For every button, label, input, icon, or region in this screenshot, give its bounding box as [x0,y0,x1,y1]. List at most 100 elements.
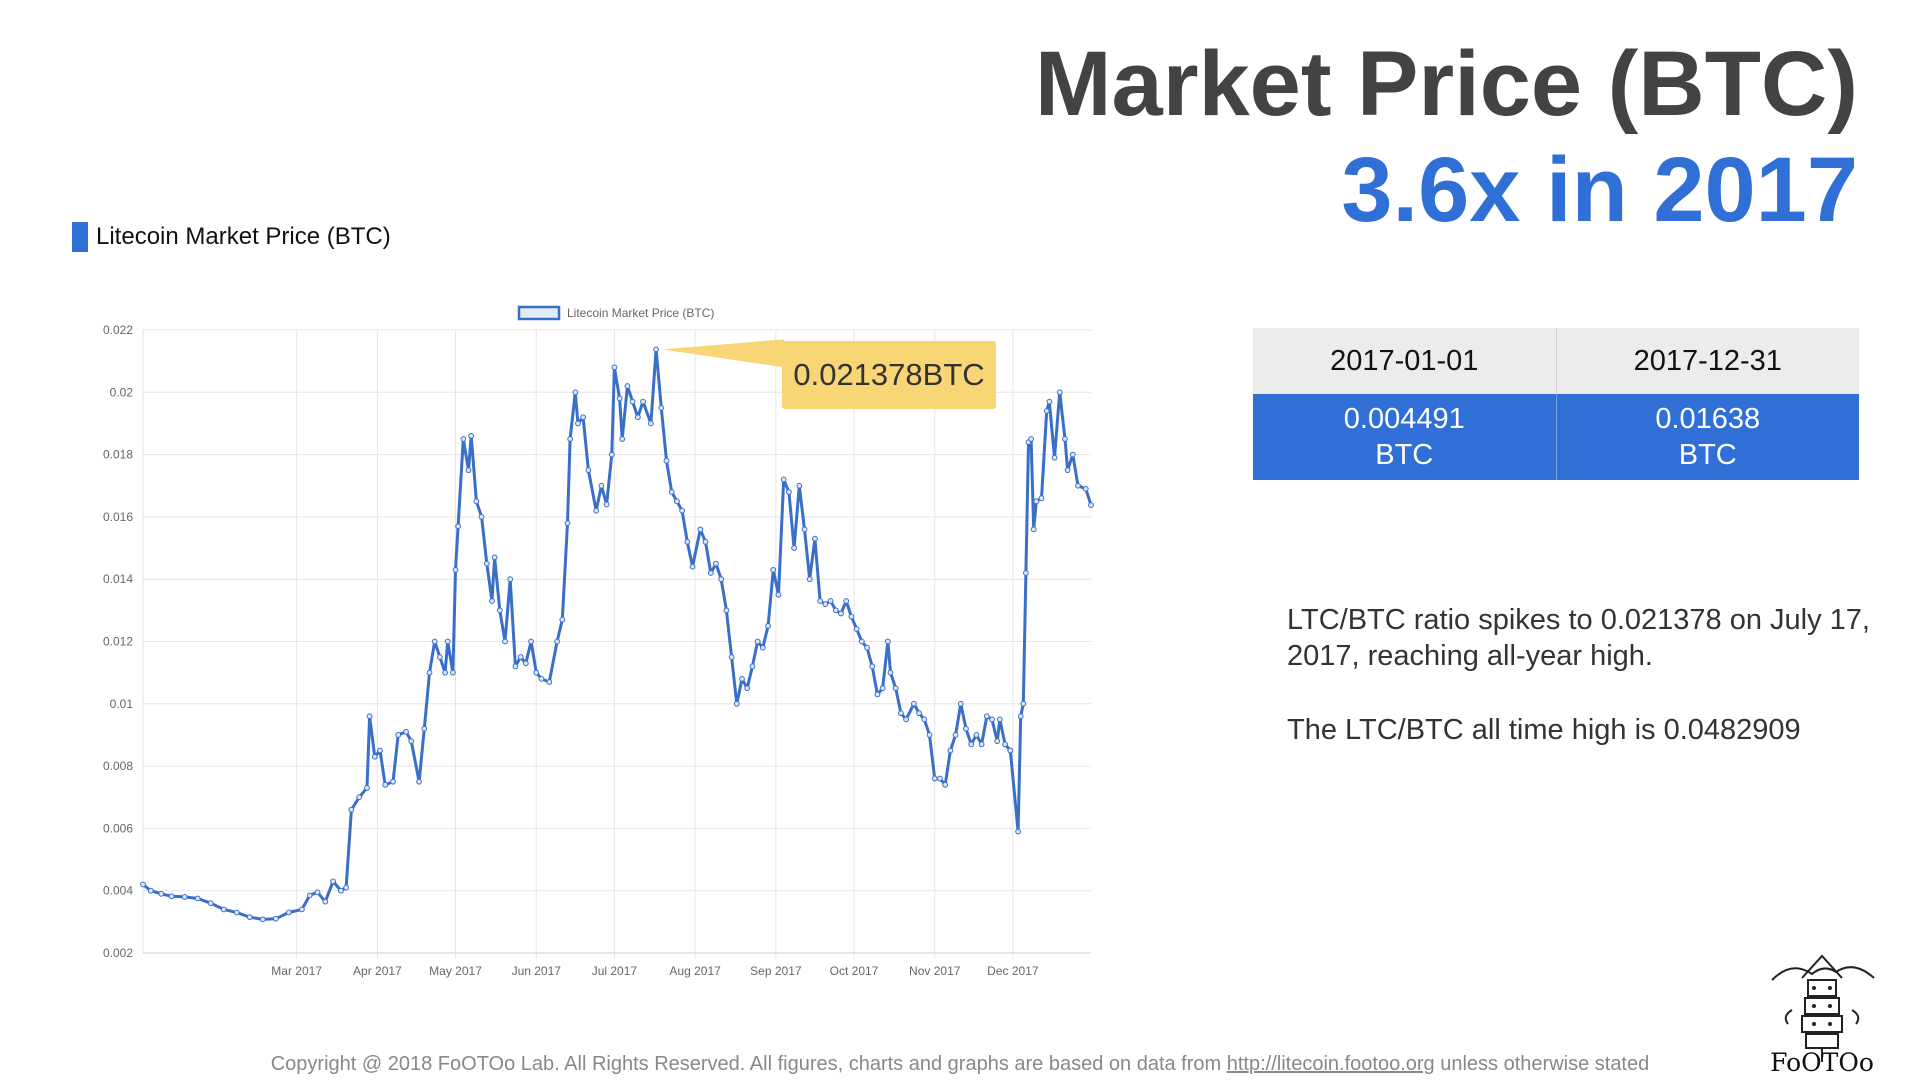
data-point [533,669,540,676]
data-point [624,383,631,389]
data-point [713,560,719,567]
peak-tooltip: 0.021378BTC [782,341,996,409]
data-point [489,598,495,604]
data-point [259,916,266,923]
data-point [942,781,949,788]
end-price-value: 0.01638 [1655,403,1761,435]
y-tick-label: 0.002 [103,946,133,960]
data-point [382,781,389,788]
legend-top-label: Litecoin Market Price (BTC) [96,223,391,250]
data-point [377,747,383,754]
data-point [272,915,279,922]
data-point [827,598,834,604]
data-point [663,457,670,464]
x-tick-label: Oct 2017 [830,964,879,978]
data-point [314,889,321,896]
end-price-unit: BTC [1678,439,1737,471]
data-point [744,685,751,692]
data-point [207,900,214,907]
data-point [1088,502,1094,508]
data-point [937,775,943,782]
data-point [874,691,881,698]
data-point [364,785,370,791]
data-point [679,507,686,514]
data-point [431,638,438,645]
data-point [897,710,904,717]
data-point [473,498,480,505]
data-point [1022,570,1029,576]
data-point [1020,700,1027,707]
y-tick-label: 0.014 [103,572,133,586]
data-point [903,716,909,723]
data-point [780,476,787,483]
data-point [812,535,818,542]
x-tick-label: May 2017 [429,964,482,978]
data-point [483,560,490,567]
data-point [517,654,524,660]
data-point [140,881,146,888]
data-point [330,878,337,885]
data-point [403,728,409,735]
page-subtitle: 3.6x in 2017 [1341,139,1858,241]
data-point [611,364,618,371]
data-point [1030,526,1037,533]
x-tick-label: Dec 2017 [987,964,1039,978]
data-point [528,638,534,645]
y-tick-label: 0.018 [103,448,133,462]
data-point [947,747,954,754]
data-point [718,576,725,583]
data-point [371,753,378,760]
data-point [421,725,428,732]
data-point [674,498,680,505]
data-point [629,398,636,405]
data-point [564,520,571,527]
data-point [348,806,355,813]
data-point [911,700,917,707]
data-point [168,893,175,900]
data-point [869,663,876,670]
data-point [338,887,344,894]
data-point [546,679,553,685]
data-point [647,420,654,427]
data-point [450,669,456,676]
data-point [801,526,808,533]
data-point [452,566,459,573]
x-tick-label: Sep 2017 [750,964,802,978]
data-point [916,710,923,717]
data-point [1082,485,1089,492]
start-price-value: 0.004491 [1343,403,1465,435]
data-point [502,638,508,645]
footer-link[interactable]: http://litecoin.footoo.org [1226,1053,1435,1075]
data-point [978,741,985,748]
data-point [554,638,560,645]
data-point [468,433,475,439]
note-peak: LTC/BTC ratio spikes to 0.021378 on July… [1287,604,1870,672]
data-point [1051,454,1058,461]
data-point [616,395,623,402]
data-point [707,570,714,576]
data-point [770,566,777,573]
copyright-footer: Copyright @ 2018 FoOTOo Lab. All Rights … [0,1053,1920,1076]
data-point [1046,398,1053,405]
data-point [996,716,1003,723]
footer-suffix: unless otherwise stated [1440,1053,1650,1075]
y-tick-label: 0.02 [110,385,134,399]
data-point [1007,747,1014,754]
data-point [1062,436,1068,442]
data-point [1038,495,1045,502]
table-header-row: 2017-01-01 2017-12-31 [1253,328,1859,394]
data-point [848,613,855,620]
data-point [285,909,292,916]
data-point [759,644,766,651]
data-point [408,738,415,745]
data-point [640,398,646,405]
data-point [697,526,704,533]
data-point [426,669,433,676]
data-point [884,638,891,645]
data-point [619,436,626,442]
data-point [739,675,745,682]
data-point [822,601,829,608]
note-ath: The LTC/BTC all time high is 0.0482909 [1287,714,1801,746]
table-header-start: 2017-01-01 [1253,328,1557,394]
data-point [356,794,363,801]
